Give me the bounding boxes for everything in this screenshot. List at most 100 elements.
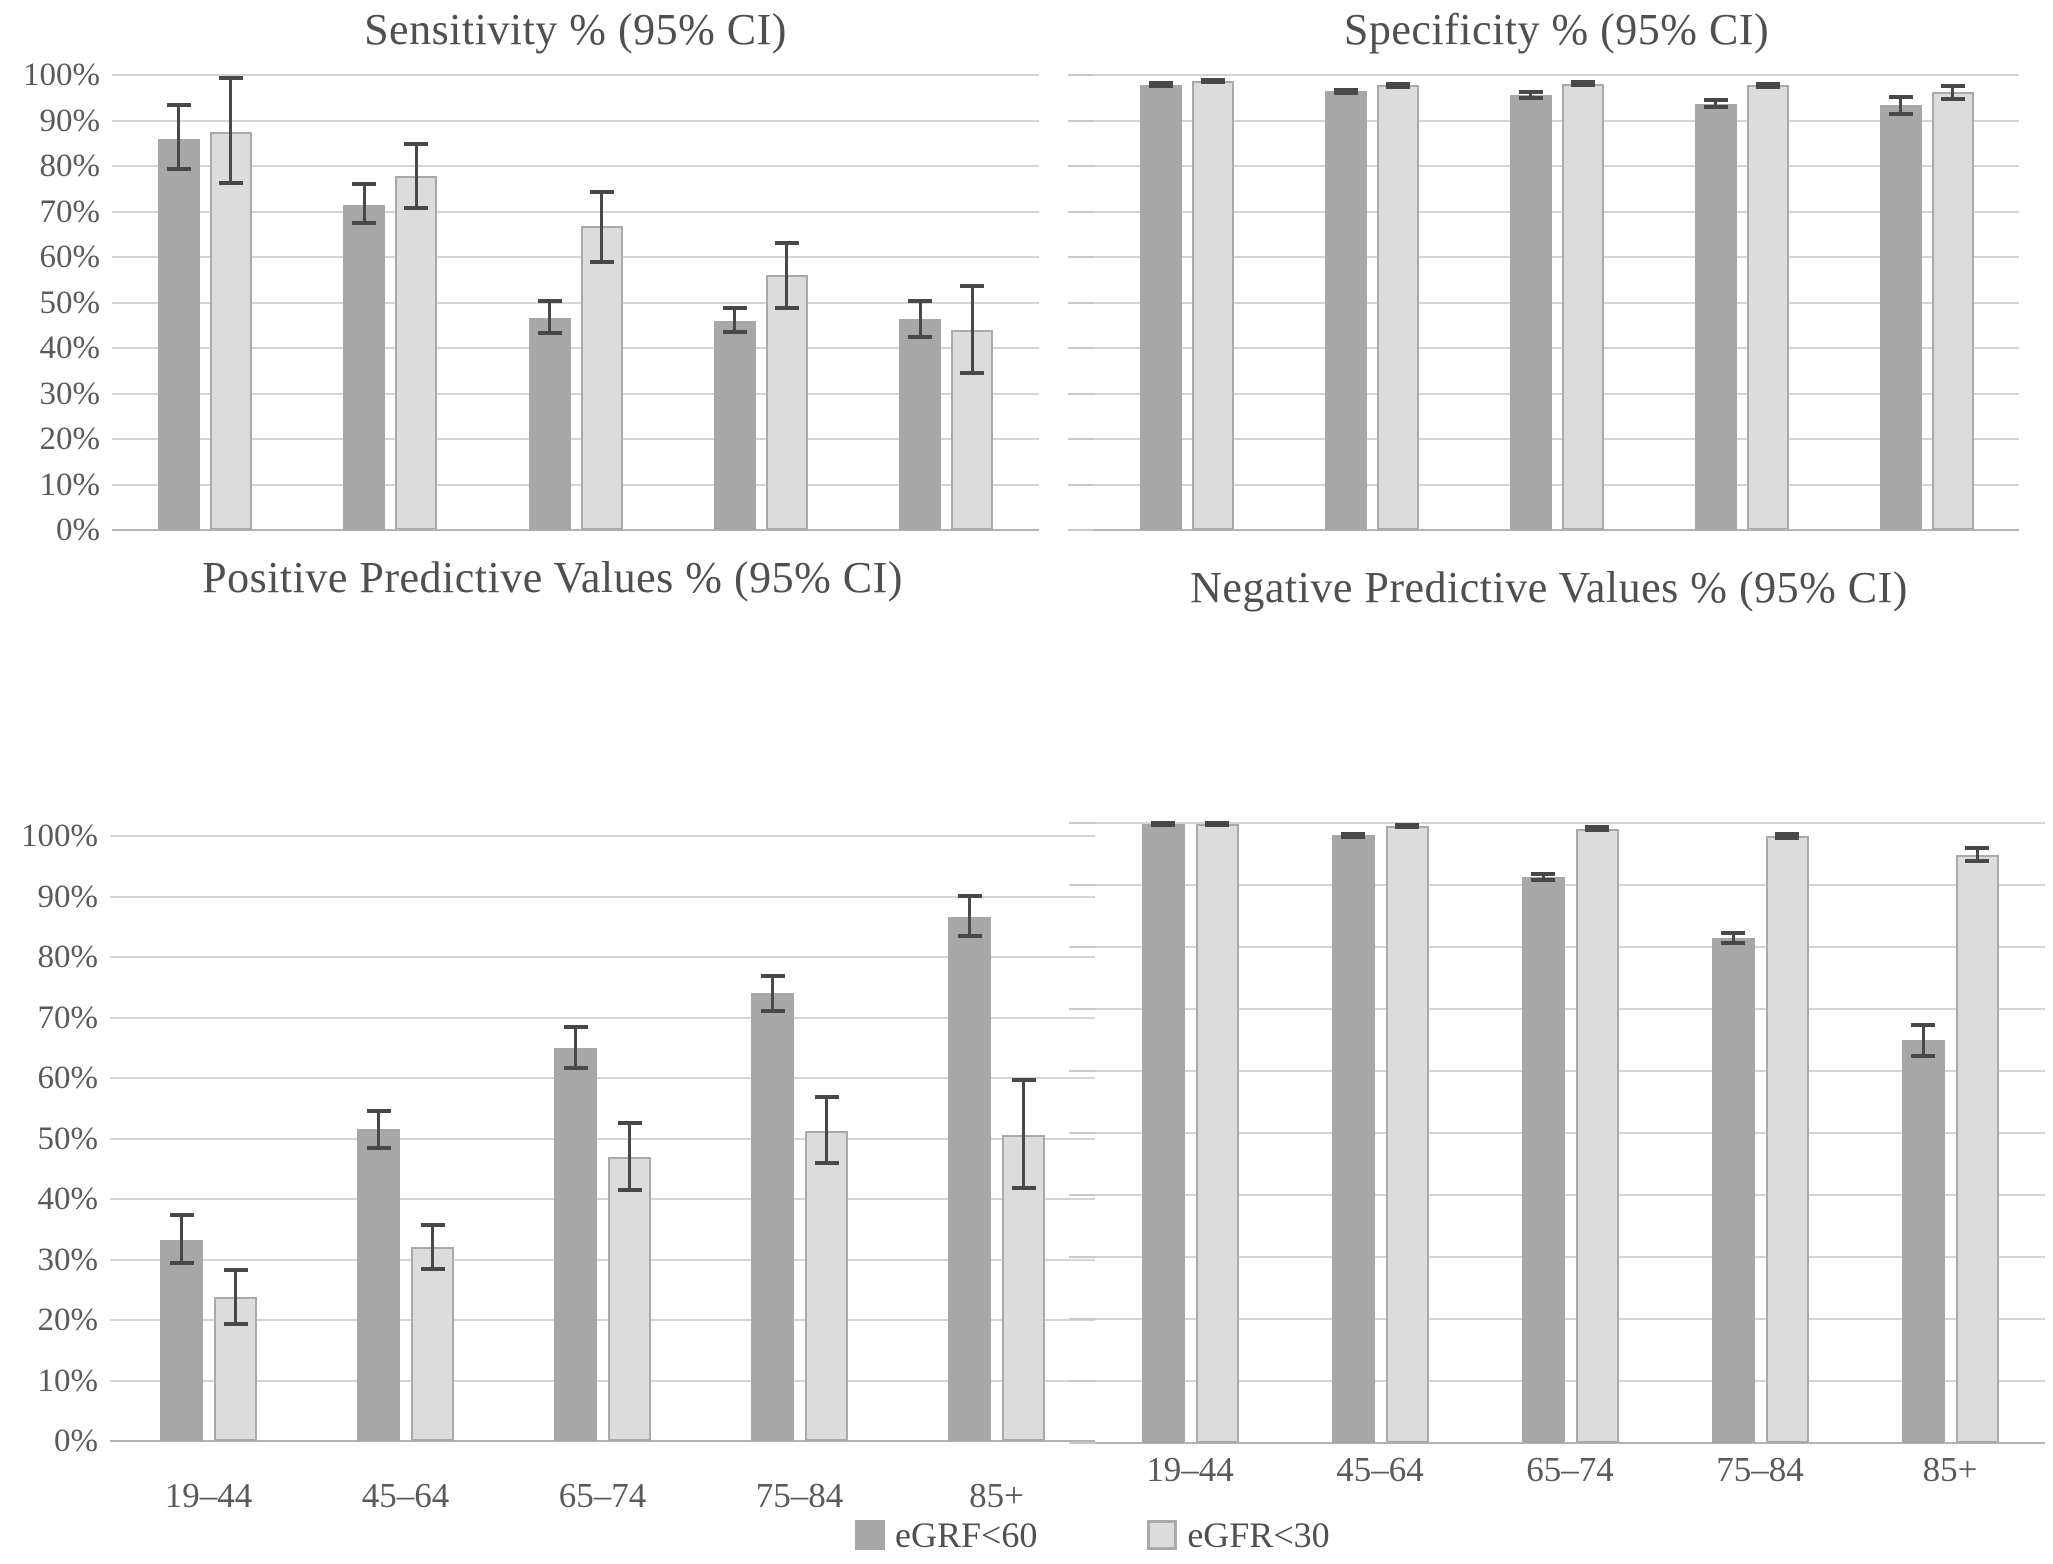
error-bar-cap-top — [1205, 821, 1229, 825]
error-bar-stem — [548, 301, 551, 333]
error-bar-cap-top — [1585, 825, 1609, 830]
error-bar-stem — [1161, 823, 1165, 826]
gridline — [112, 483, 1039, 486]
error-bar-cap-top — [957, 893, 982, 898]
gridline — [112, 119, 1039, 122]
error-bar-cap-bottom — [1011, 1185, 1036, 1190]
gridline — [112, 438, 1039, 440]
y-axis-tick-label: 0% — [56, 512, 100, 548]
error-bar-cap-top — [1200, 77, 1225, 82]
error-bar-cap-top — [774, 241, 799, 246]
error-bar-stem — [628, 1123, 631, 1190]
gridline — [1094, 392, 2019, 395]
bar-sensitivity-egfr30-2 — [395, 176, 438, 530]
error-bar-cap-top — [589, 189, 614, 194]
error-bar-cap-top — [420, 1223, 445, 1227]
gridline — [1094, 483, 2019, 486]
error-bar-cap-bottom — [957, 934, 982, 939]
error-bar-stem — [785, 243, 789, 308]
gridline — [112, 165, 1039, 167]
y-axis-tick — [1068, 438, 1094, 440]
error-bar-cap-bottom — [1151, 823, 1175, 828]
gridline — [112, 210, 1039, 213]
sensitivity-chart-title: Sensitivity % (95% CI) — [364, 5, 787, 54]
error-bar-cap-top — [1395, 822, 1419, 827]
error-bar-cap-top — [1518, 90, 1543, 95]
error-bar-cap-bottom — [1395, 825, 1419, 830]
bar-sensitivity-egfr30-1 — [209, 132, 252, 530]
error-bar-cap-top — [1531, 871, 1555, 876]
error-bar-cap-top — [1333, 87, 1358, 92]
error-bar-cap-bottom — [352, 220, 377, 225]
error-bar-stem — [771, 975, 774, 1011]
error-bar-cap-top — [908, 298, 933, 303]
gridline — [1094, 301, 2019, 304]
gridline — [112, 347, 1039, 349]
gridline — [112, 256, 1039, 258]
bar-npv-egrf60-5 — [1901, 1040, 1945, 1443]
x-axis-category-label: 45–64 — [1336, 1450, 1424, 1489]
error-bar-stem — [362, 184, 366, 223]
error-bar-stem — [1785, 834, 1789, 838]
bar-ppv-egrf60-4 — [751, 993, 794, 1441]
gridline — [110, 1016, 1095, 1019]
bar-ppv-egfr30-5 — [1002, 1134, 1045, 1441]
error-bar-cap-bottom — [960, 370, 985, 375]
error-bar-cap-top — [1703, 98, 1728, 103]
error-bar-stem — [574, 1027, 577, 1069]
x-axis-category-label: 65–74 — [558, 1476, 647, 1515]
error-bar-cap-bottom — [1531, 878, 1555, 883]
error-bar-cap-bottom — [1911, 1053, 1935, 1058]
error-bar-stem — [1541, 873, 1545, 881]
gridline — [1095, 1008, 2045, 1010]
error-bar-stem — [968, 895, 971, 937]
error-bar-cap-bottom — [1148, 84, 1173, 89]
bar-npv-egfr30-5 — [1955, 854, 1999, 1443]
error-bar-cap-bottom — [1940, 96, 1965, 101]
bar-sensitivity-egrf60-2 — [343, 204, 386, 530]
error-bar-cap-bottom — [1775, 835, 1799, 840]
gridline — [1094, 438, 2019, 440]
bar-specificity-egrf60-1 — [1139, 84, 1182, 530]
error-bar-cap-top — [1911, 1022, 1935, 1027]
error-bar-stem — [177, 104, 181, 170]
y-axis-tick-label: 60% — [37, 1060, 99, 1096]
error-bar-cap-top — [1148, 80, 1173, 85]
error-bar-stem — [431, 1225, 434, 1270]
x-axis-category-label: 65–74 — [1526, 1450, 1614, 1489]
bar-npv-egfr30-4 — [1765, 836, 1809, 1443]
error-bar-stem — [1595, 827, 1599, 830]
error-bar-cap-bottom — [1518, 95, 1543, 100]
error-bar-cap-bottom — [760, 1008, 785, 1013]
y-axis-tick-label: 20% — [37, 1302, 99, 1338]
error-bar-cap-top — [366, 1108, 391, 1113]
ppv-chart-title: Positive Predictive Values % (95% CI) — [202, 553, 903, 602]
x-axis-category-label: 19–44 — [164, 1476, 253, 1515]
light-gray-swatch-icon — [1147, 1520, 1178, 1550]
error-bar-cap-top — [1965, 846, 1989, 851]
y-axis-tick — [1069, 1070, 1095, 1072]
error-bar-cap-top — [1888, 95, 1913, 100]
y-axis-tick — [1069, 822, 1095, 824]
y-axis-tick — [1069, 884, 1095, 886]
error-bar-cap-bottom — [537, 330, 562, 335]
error-bar-cap-top — [1755, 81, 1780, 86]
error-bar-cap-bottom — [1385, 85, 1410, 90]
error-bar-stem — [970, 286, 974, 373]
bar-ppv-egrf60-1 — [160, 1239, 203, 1441]
y-axis-tick-label: 90% — [37, 878, 99, 915]
bar-specificity-egfr30-3 — [1561, 83, 1604, 530]
error-bar-cap-bottom — [814, 1161, 839, 1166]
error-bar-cap-bottom — [1205, 823, 1229, 828]
y-axis-tick-label: 80% — [39, 148, 101, 184]
dark-gray-swatch-icon — [855, 1520, 885, 1550]
bar-ppv-egfr30-1 — [214, 1297, 257, 1441]
gridline — [1095, 946, 2045, 948]
error-bar-cap-top — [1341, 831, 1365, 836]
x-axis-category-label: 85+ — [969, 1476, 1024, 1515]
gridline — [1095, 1256, 2045, 1258]
bar-sensitivity-egrf60-3 — [528, 317, 571, 530]
error-bar-stem — [1351, 833, 1355, 838]
